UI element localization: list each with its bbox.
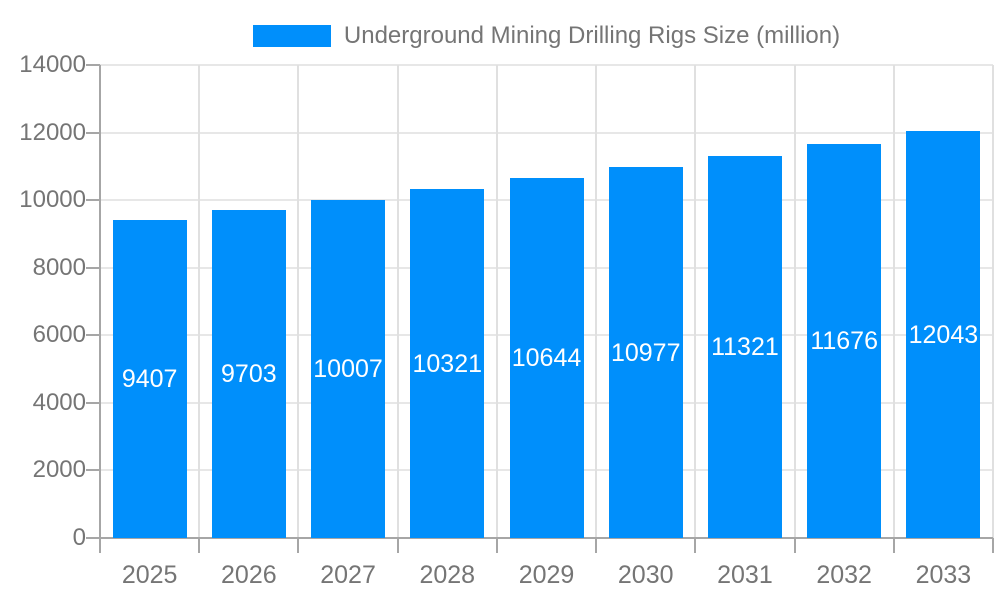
x-axis-label: 2030 bbox=[617, 561, 674, 589]
x-axis-tick bbox=[99, 538, 101, 553]
x-axis-tick bbox=[198, 538, 201, 553]
bar-value-label: 10644 bbox=[511, 344, 582, 373]
bar[interactable] bbox=[509, 178, 584, 538]
y-axis-tick-label: 6000 bbox=[32, 321, 86, 349]
bar-value-label: 12043 bbox=[908, 320, 979, 349]
gridline-horizontal bbox=[100, 64, 993, 66]
x-axis-label: 2029 bbox=[518, 561, 575, 589]
y-axis-tick bbox=[86, 266, 100, 269]
gridline-vertical bbox=[892, 65, 895, 538]
x-axis-label: 2026 bbox=[221, 561, 277, 589]
y-axis-tick bbox=[86, 401, 100, 404]
bar[interactable] bbox=[112, 220, 187, 538]
bar-value-label: 10007 bbox=[313, 354, 383, 383]
y-axis-tick-label: 4000 bbox=[32, 388, 86, 416]
y-axis-tick-label: 12000 bbox=[19, 118, 86, 146]
y-axis-tick bbox=[86, 199, 100, 202]
x-axis-label: 2031 bbox=[717, 561, 773, 589]
y-axis-tick-label: 8000 bbox=[32, 253, 86, 281]
x-axis-tick bbox=[297, 538, 300, 553]
x-axis-tick bbox=[694, 538, 697, 553]
legend: Underground Mining Drilling Rigs Size (m… bbox=[100, 22, 993, 50]
bar-value-label: 9407 bbox=[121, 365, 178, 394]
x-axis-tick bbox=[495, 538, 498, 553]
gridline-vertical bbox=[694, 65, 697, 538]
gridline-vertical bbox=[198, 65, 201, 538]
y-axis-tick-label: 10000 bbox=[19, 186, 86, 214]
x-axis-label: 2032 bbox=[816, 561, 872, 589]
x-axis-tick bbox=[992, 538, 994, 553]
gridline-vertical bbox=[793, 65, 796, 538]
gridline-vertical bbox=[595, 65, 598, 538]
y-axis-tick bbox=[86, 64, 100, 66]
bar-value-label: 10321 bbox=[412, 349, 483, 378]
x-axis-label: 2033 bbox=[915, 561, 972, 589]
bar-value-label: 11321 bbox=[711, 332, 779, 361]
x-axis-tick bbox=[396, 538, 399, 553]
y-axis-tick bbox=[86, 131, 100, 134]
x-axis-tick bbox=[595, 538, 598, 553]
y-axis-tick-label: 2000 bbox=[32, 456, 86, 484]
y-axis-tick-label: 0 bbox=[72, 524, 86, 551]
bar-value-label: 10977 bbox=[610, 338, 681, 367]
gridline-vertical bbox=[992, 65, 994, 538]
x-axis-tick bbox=[793, 538, 796, 553]
bar-value-label: 11676 bbox=[810, 326, 878, 355]
x-axis-label: 2025 bbox=[121, 561, 178, 589]
gridline-horizontal bbox=[100, 131, 993, 134]
legend-item[interactable]: Underground Mining Drilling Rigs Size (m… bbox=[252, 22, 841, 50]
bar[interactable] bbox=[410, 189, 485, 538]
y-axis-tick bbox=[86, 469, 100, 472]
y-axis-line bbox=[99, 65, 101, 538]
y-axis-tick bbox=[86, 334, 100, 337]
x-axis-line bbox=[86, 537, 993, 539]
bar[interactable] bbox=[707, 155, 782, 538]
bar[interactable] bbox=[311, 199, 386, 538]
gridline-vertical bbox=[495, 65, 498, 538]
bar[interactable] bbox=[608, 167, 683, 538]
x-axis-label: 2027 bbox=[320, 561, 376, 589]
x-axis-tick bbox=[892, 538, 895, 553]
gridline-vertical bbox=[396, 65, 399, 538]
plot-area: 0 2000 4000 6000 8000 10000 12000 14000 9407 2025… bbox=[19, 52, 994, 588]
x-axis-label: 2028 bbox=[419, 561, 476, 589]
bar[interactable] bbox=[211, 210, 286, 538]
legend-swatch-icon bbox=[252, 25, 331, 47]
legend-label: Underground Mining Drilling Rigs Size (m… bbox=[343, 22, 841, 49]
bar[interactable] bbox=[807, 143, 882, 538]
gridline-vertical bbox=[297, 65, 300, 538]
bar-value-label: 9703 bbox=[221, 360, 277, 389]
y-axis-tick-label: 14000 bbox=[19, 51, 86, 78]
bar[interactable] bbox=[906, 131, 981, 538]
